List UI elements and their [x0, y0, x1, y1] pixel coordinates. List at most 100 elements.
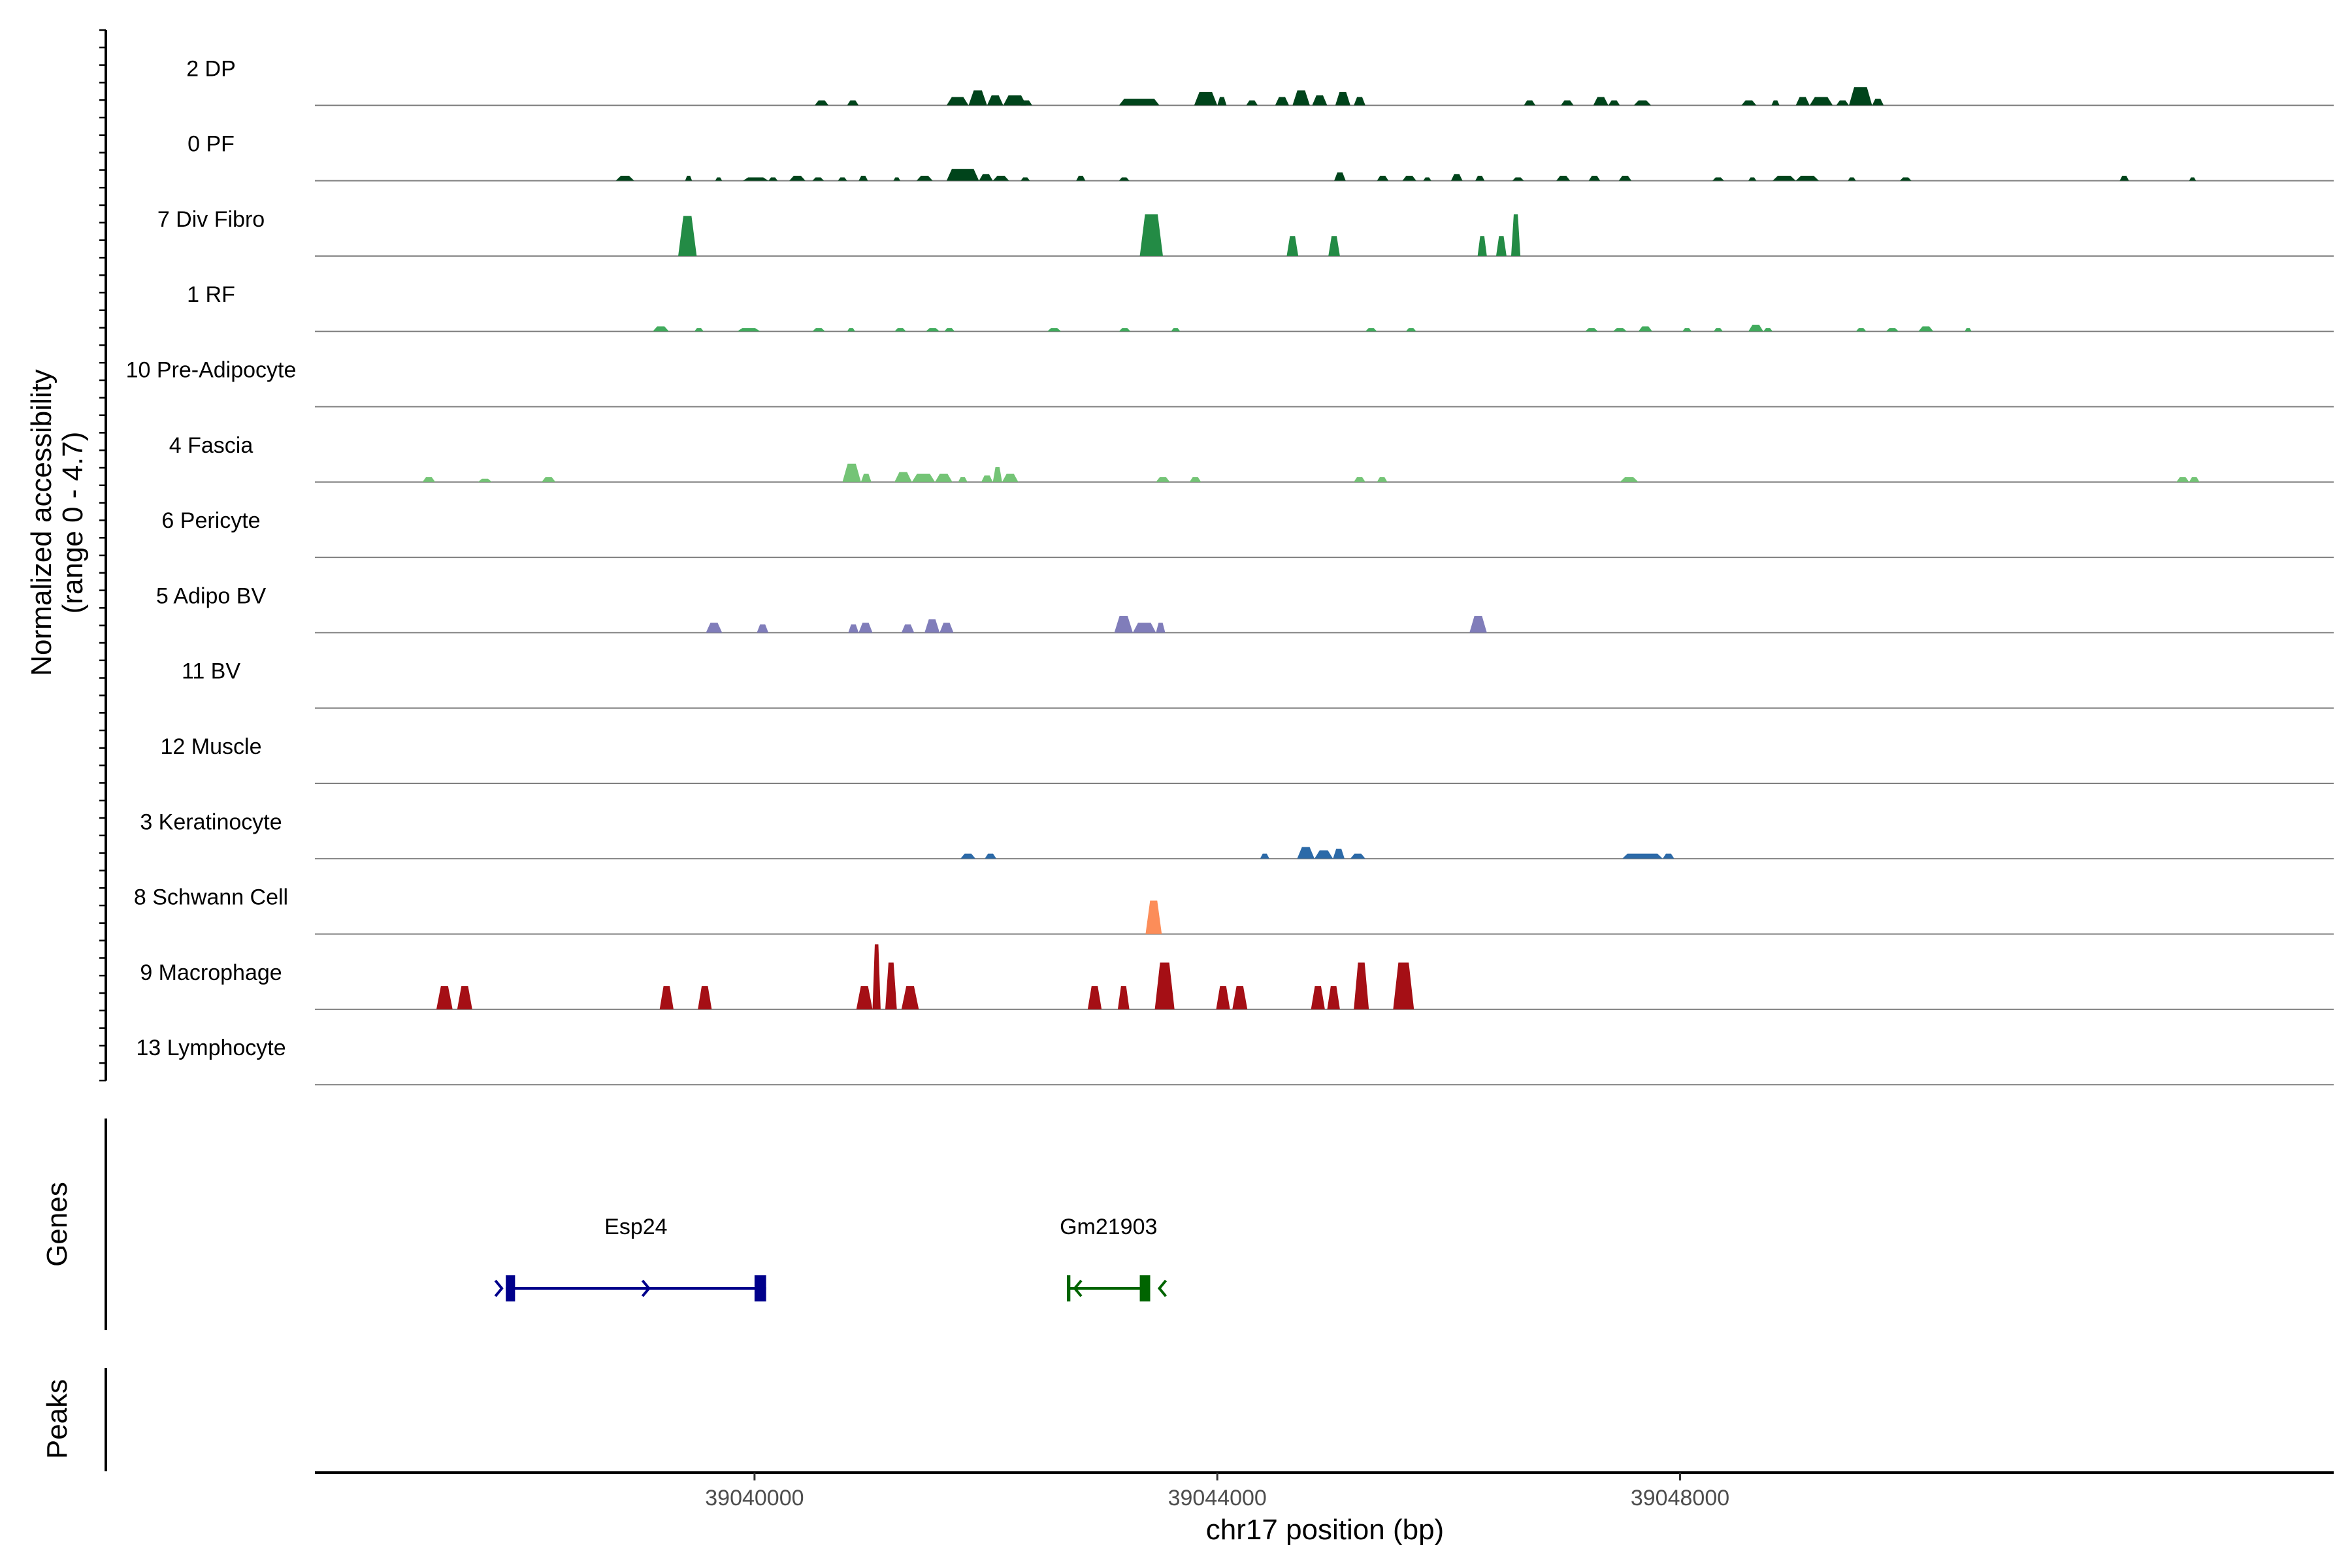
coverage-peak — [1194, 91, 1218, 106]
coverage-peak — [659, 986, 674, 1009]
coverage-peak — [901, 986, 919, 1009]
coverage-peak — [901, 624, 915, 633]
coverage-peak — [968, 90, 987, 106]
coverage-peak — [812, 328, 825, 332]
coverage-peak — [1354, 97, 1365, 106]
coverage-peak — [1377, 477, 1388, 482]
coverage-peak — [1334, 172, 1346, 181]
genes-panel-title: Genes — [41, 1182, 73, 1267]
coverage-peak — [1377, 175, 1389, 181]
coverage-peak — [1354, 477, 1365, 482]
coverage-peak — [1286, 236, 1299, 256]
coverage-peak — [1314, 850, 1333, 859]
gene-annotation-panel: Esp24 Gm21903 — [494, 1215, 1168, 1301]
coverage-peak — [1848, 177, 1856, 181]
coverage-peak — [737, 328, 760, 332]
track-8: 5 Adipo BV — [156, 583, 2334, 634]
coverage-peak — [935, 474, 953, 482]
coverage-peak — [1312, 95, 1328, 106]
coverage-peak — [1772, 175, 1796, 181]
coverage-peak — [1612, 328, 1627, 332]
strand-arrow — [1073, 1279, 1083, 1298]
coverage-peak — [992, 466, 1002, 482]
coverage-peak — [757, 624, 769, 633]
coverage-peak — [1354, 962, 1369, 1009]
coverage-peak — [678, 216, 697, 256]
coverage-peak — [916, 175, 933, 181]
track-5: 10 Pre-Adipocyte — [126, 358, 2334, 408]
coverage-peak — [858, 175, 868, 181]
track-13: 9 Macrophage — [140, 944, 2334, 1010]
coverage-peak — [1855, 328, 1867, 332]
gene-exon — [754, 1275, 766, 1301]
coverage-peak — [1076, 175, 1086, 181]
coverage-peak — [885, 962, 897, 1009]
coverage-peak — [768, 177, 778, 181]
coverage-peak — [1171, 328, 1181, 332]
coverage-peak — [1365, 328, 1377, 332]
coverage-peak — [1477, 236, 1487, 256]
coverage-peak — [1849, 87, 1872, 106]
coverage-peak — [1872, 99, 1884, 106]
gene-Esp24: Esp24 — [494, 1215, 766, 1301]
track-11: 3 Keratinocyte — [140, 809, 2334, 860]
coverage-peak — [958, 477, 968, 482]
coverage-peak — [1003, 95, 1027, 106]
coverage-peak — [1402, 175, 1416, 181]
coverage-peak — [1608, 100, 1620, 106]
coverage-peak — [1087, 986, 1102, 1009]
track-label: 12 Muscle — [161, 734, 262, 759]
coverage-peak — [2189, 477, 2200, 482]
track-label: 13 Lymphocyte — [136, 1036, 286, 1060]
coverage-peak — [1156, 477, 1170, 482]
coverage-peak — [1232, 986, 1248, 1009]
coverage-peak — [987, 95, 1004, 106]
coverage-peak — [1297, 847, 1315, 859]
coverage-peak — [1311, 986, 1325, 1009]
coverage-peak — [1119, 328, 1131, 332]
coverage-peak — [1139, 214, 1163, 256]
coverage-peak — [1119, 177, 1130, 181]
coverage-peak — [894, 328, 906, 332]
coverage-peak — [1918, 326, 1934, 332]
coverage-peak — [1588, 175, 1601, 181]
coverage-peak — [1423, 177, 1431, 181]
coverage-peak — [1886, 328, 1899, 332]
coverage-peak — [981, 475, 993, 482]
coverage-peak — [1145, 900, 1162, 934]
track-4: 1 RF — [187, 282, 2334, 333]
coverage-peak — [1132, 623, 1156, 633]
coverage-peak — [1495, 236, 1507, 256]
x-tick-label: 39048000 — [1631, 1486, 1729, 1511]
coverage-peak — [422, 477, 436, 482]
coverage-peak — [838, 177, 847, 181]
y-axis-title-line1: Normalized accessibility — [25, 369, 57, 676]
coverage-peak — [478, 478, 492, 482]
coverage-peak — [1622, 853, 1663, 859]
track-label: 6 Pericyte — [161, 508, 260, 533]
strand-arrow — [494, 1279, 504, 1298]
coverage-peak — [1260, 853, 1269, 859]
coverage-peak — [1047, 328, 1062, 332]
gene-exon — [1139, 1275, 1151, 1301]
coverage-peak — [1585, 328, 1598, 332]
coverage-peak — [615, 175, 634, 181]
coverage-peak — [1117, 986, 1130, 1009]
coverage-peak — [698, 986, 712, 1009]
gene-name-label: Gm21903 — [1060, 1215, 1157, 1239]
coverage-peak — [1216, 986, 1230, 1009]
track-label: 4 Fascia — [169, 433, 253, 458]
coverage-peak — [1620, 477, 1639, 482]
coverage-peak — [1524, 100, 1536, 106]
x-axis: 39040000 39044000 39048000 — [315, 1471, 2334, 1511]
track-6: 4 Fascia — [169, 433, 2334, 483]
coverage-peak — [992, 175, 1009, 181]
coverage-peak — [924, 619, 940, 633]
coverage-peak — [685, 175, 693, 181]
coverage-peak — [939, 623, 954, 633]
coverage-peak — [1682, 328, 1692, 332]
coverage-peak — [1189, 477, 1201, 482]
coverage-peak — [856, 986, 873, 1009]
coverage-peak — [848, 624, 859, 633]
coverage-peak — [706, 623, 723, 633]
